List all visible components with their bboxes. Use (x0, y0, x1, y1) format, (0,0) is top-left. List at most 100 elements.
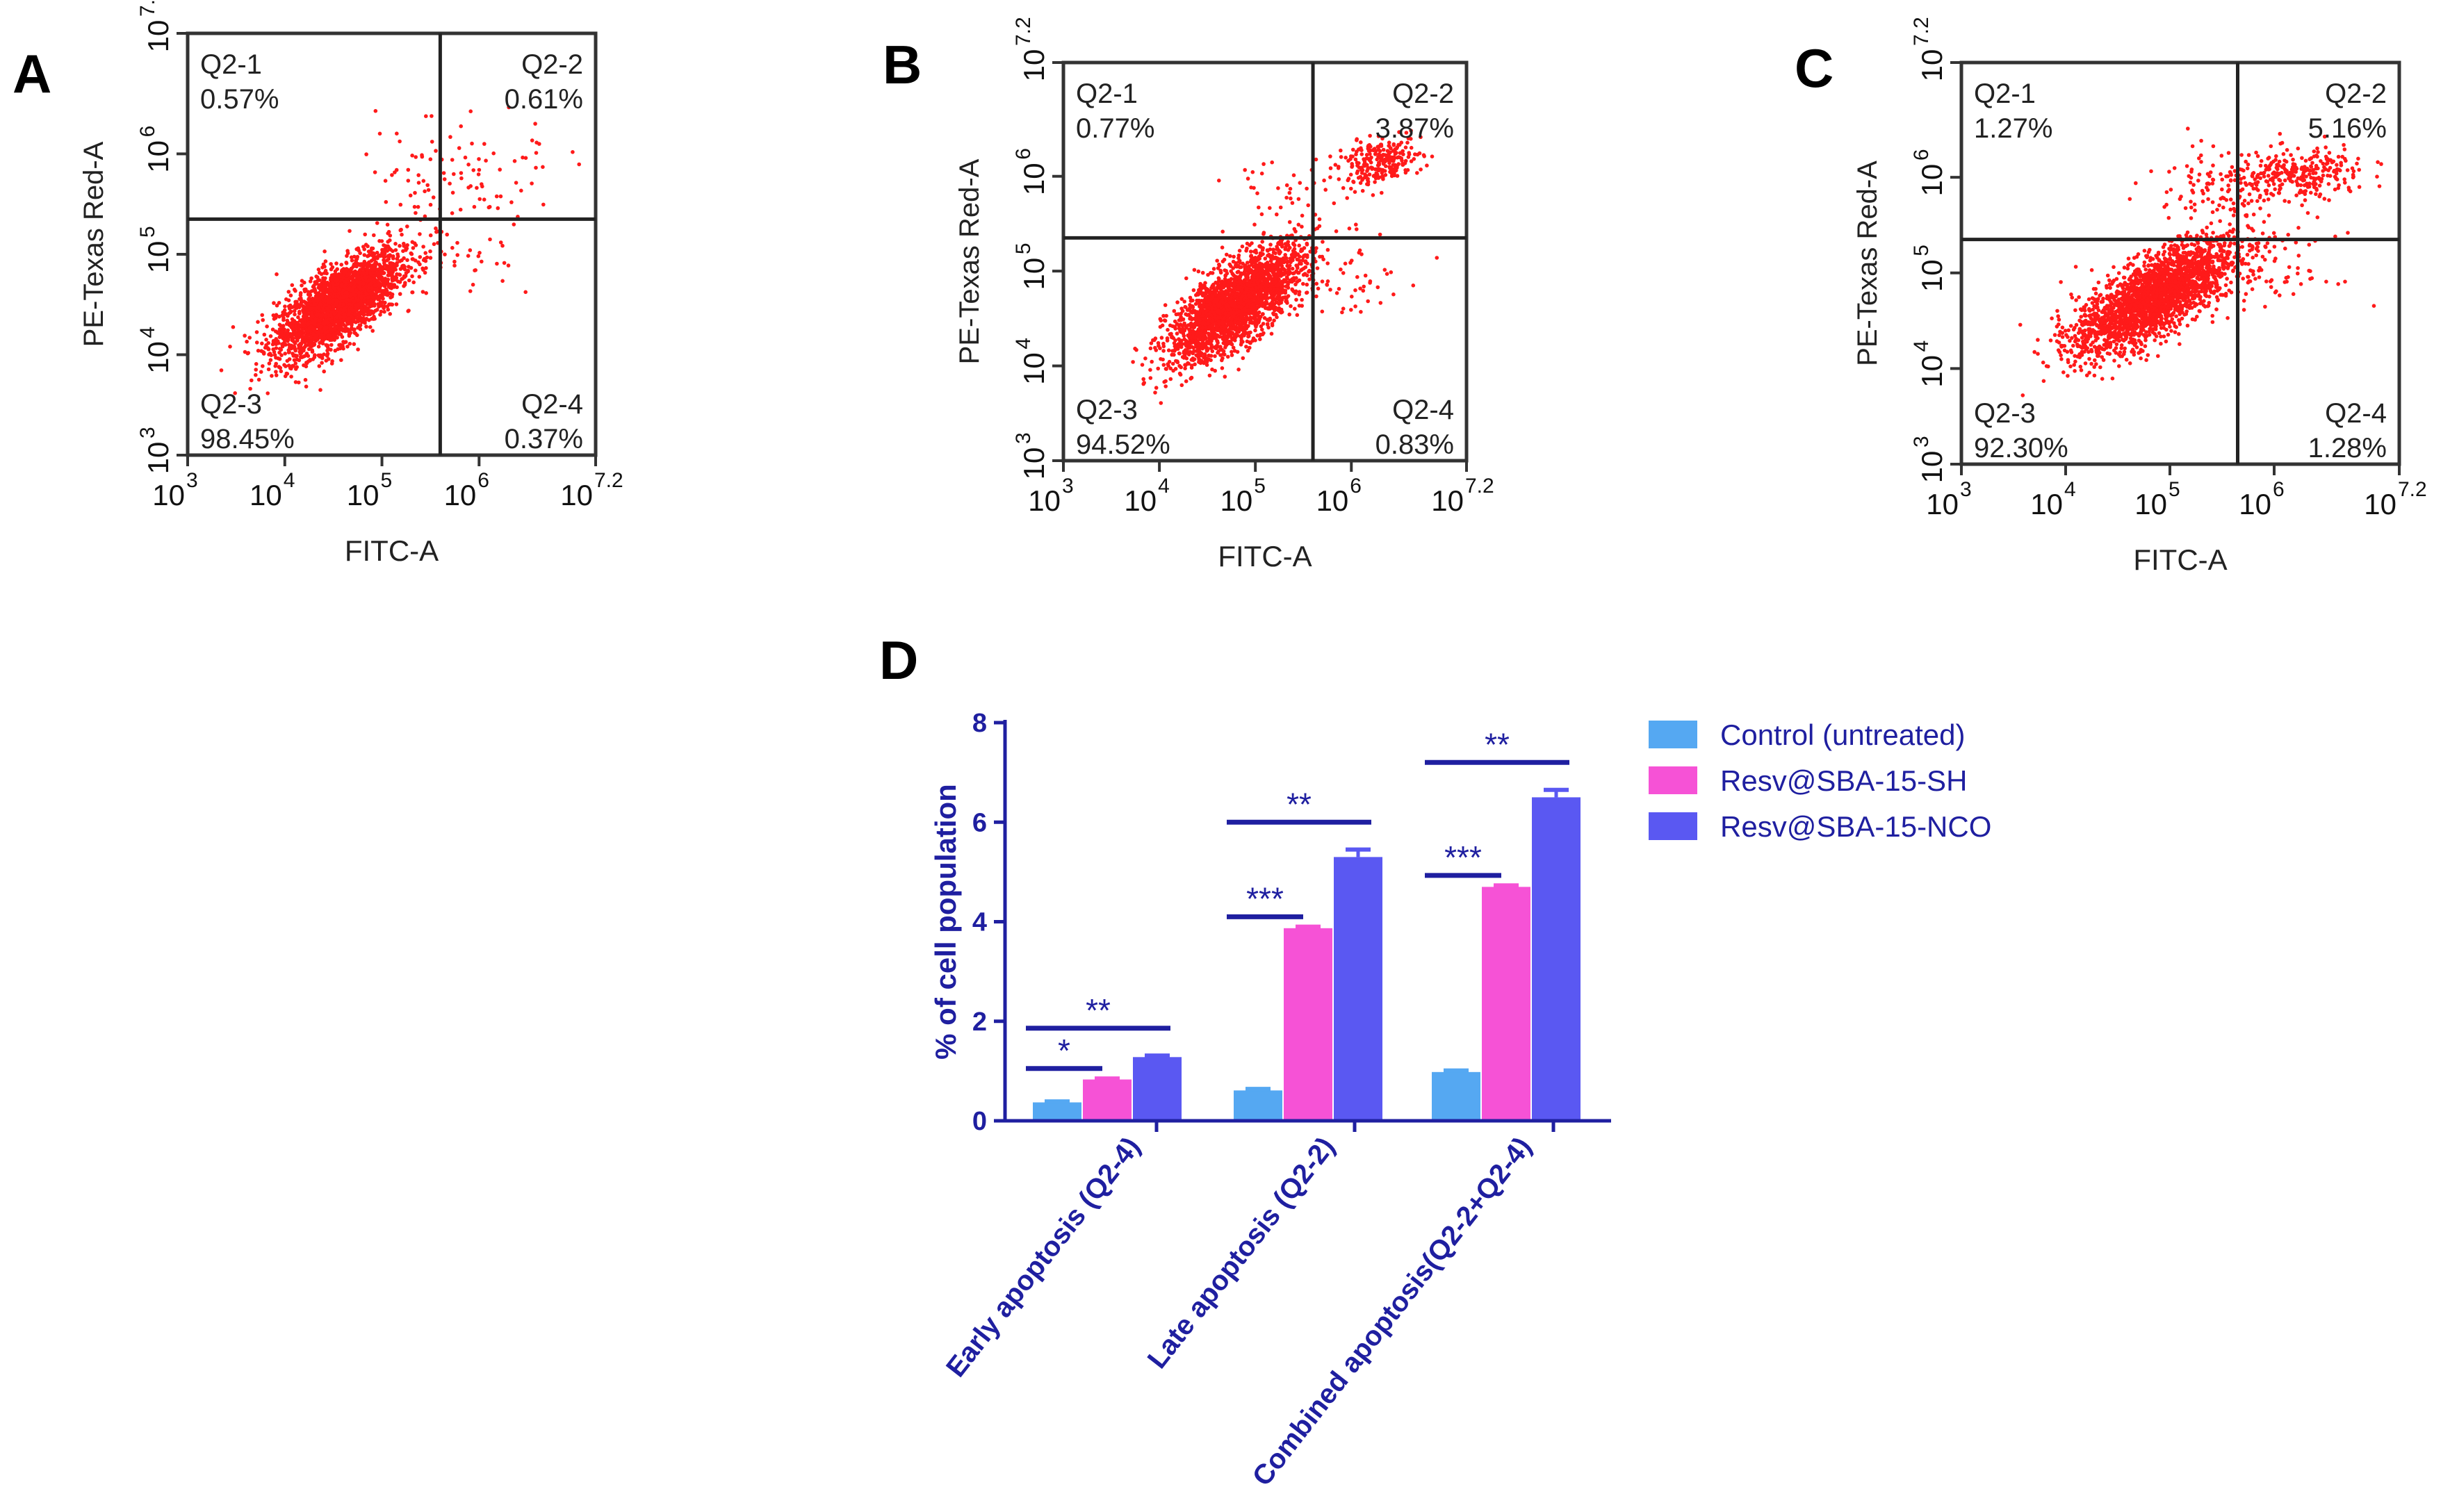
scatter-point-0 (1266, 306, 1270, 311)
scatter-point-0 (336, 319, 340, 323)
scatter-point-0 (375, 268, 379, 272)
scatter-point-0 (1175, 331, 1179, 336)
scatter-point-1 (509, 200, 514, 204)
scatter-point-1 (484, 158, 488, 163)
scatter-point-0 (310, 350, 315, 354)
scatter-point-0 (1301, 281, 1305, 286)
scatter-point-0 (375, 250, 379, 255)
scatter-point-0 (1255, 322, 1259, 327)
scatter-point-0 (1198, 361, 1203, 365)
scatter-point-0 (354, 308, 359, 313)
scatter-point-1 (498, 194, 503, 199)
scatter-point-0 (1180, 324, 1185, 328)
scatter-point-0 (344, 261, 349, 265)
scatter-point-0 (1184, 338, 1189, 343)
scatter-point-0 (341, 346, 345, 351)
scatter-point-0 (1174, 312, 1179, 317)
scatter-point-0 (318, 286, 322, 290)
scatter-point-3 (498, 240, 503, 245)
scatter-point-0 (1280, 245, 1284, 249)
scatter-point-0 (1175, 300, 1179, 304)
scatter-point-2 (412, 204, 417, 209)
scatter-point-3 (468, 248, 473, 252)
scatter-point-0 (1277, 302, 1281, 306)
scatter-point-0 (312, 343, 317, 347)
scatter-point-2 (398, 202, 403, 207)
scatter-point-1 (487, 204, 492, 209)
scatter-point-0 (348, 268, 352, 272)
scatter-point-0 (1294, 276, 1298, 280)
scatter-point-0 (1166, 327, 1170, 332)
scatter-point-0 (370, 270, 375, 275)
scatter-point-0 (1168, 377, 1173, 381)
scatter-point-0 (313, 353, 317, 357)
y-tick-base: 10 (142, 241, 174, 274)
scatter-point-1 (534, 151, 539, 155)
scatter-point-0 (243, 334, 247, 338)
scatter-point-1 (466, 186, 471, 190)
scatter-point-0 (1314, 246, 1318, 250)
scatter-point-0 (285, 372, 290, 376)
scatter-point-3 (523, 290, 528, 295)
scatter-point-0 (275, 272, 279, 277)
scatter-point-0 (300, 334, 305, 338)
scatter-point-0 (1260, 240, 1264, 244)
x-tick-exponent: 5 (381, 469, 393, 492)
scatter-point-0 (316, 322, 321, 327)
scatter-point-0 (1355, 227, 1359, 231)
scatter-point-1 (477, 251, 482, 255)
scatter-point-0 (1256, 313, 1260, 318)
scatter-point-0 (1191, 350, 1195, 355)
scatter-point-2 (375, 221, 379, 225)
scatter-point-0 (320, 294, 325, 299)
scatter-point-2 (431, 195, 436, 199)
scatter-point-0 (345, 327, 350, 331)
scatter-point-0 (373, 309, 377, 313)
scatter-point-2 (430, 114, 434, 118)
scatter-point-0 (400, 232, 404, 237)
scatter-point-3 (398, 280, 402, 284)
scatter-point-0 (378, 264, 382, 269)
scatter-point-0 (340, 291, 344, 295)
scatter-point-0 (314, 313, 319, 318)
scatter-point-0 (323, 268, 328, 273)
scatter-point-0 (1161, 341, 1166, 346)
scatter-point-0 (398, 228, 402, 233)
scatter-point-0 (379, 309, 384, 314)
scatter-point-0 (1207, 353, 1211, 358)
scatter-point-0 (282, 363, 286, 367)
scatter-point-0 (309, 276, 313, 281)
scatter-point-0 (1248, 345, 1252, 350)
scatter-point-0 (293, 309, 297, 313)
scatter-point-0 (352, 299, 357, 304)
scatter-point-0 (290, 283, 295, 288)
scatter-point-0 (340, 320, 345, 325)
scatter-point-0 (1314, 281, 1318, 286)
scatter-point-0 (256, 348, 261, 353)
scatter-point-0 (359, 262, 364, 266)
scatter-point-1 (458, 207, 463, 212)
scatter-point-0 (317, 364, 322, 368)
scatter-point-0 (293, 312, 297, 317)
scatter-point-2 (373, 170, 377, 174)
scatter-point-3 (473, 268, 477, 273)
scatter-point-0 (398, 292, 402, 296)
scatter-point-0 (329, 289, 334, 293)
scatter-point-0 (382, 309, 386, 314)
scatter-point-0 (366, 244, 370, 249)
scatter-point-0 (279, 327, 284, 331)
scatter-point-0 (348, 229, 352, 233)
scatter-point-0 (348, 298, 352, 303)
scatter-point-0 (266, 367, 271, 372)
scatter-point-0 (294, 334, 298, 338)
scatter-point-2 (424, 266, 428, 270)
quadrant-value-q2-2: 0.61% (505, 84, 583, 115)
scatter-point-0 (303, 377, 308, 382)
scatter-point-3 (445, 232, 449, 237)
scatter-point-0 (364, 324, 368, 329)
scatter-point-0 (318, 388, 322, 392)
scatter-point-0 (362, 247, 366, 252)
scatter-point-0 (382, 281, 387, 286)
scatter-point-0 (386, 255, 391, 259)
scatter-point-0 (1236, 368, 1241, 372)
